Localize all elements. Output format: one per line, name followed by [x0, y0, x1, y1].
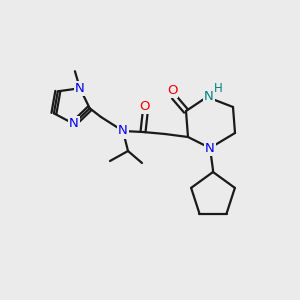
Text: O: O [140, 100, 150, 112]
Text: N: N [204, 89, 214, 103]
Text: O: O [167, 83, 177, 97]
Text: H: H [214, 82, 222, 95]
Text: N: N [205, 142, 215, 154]
Text: N: N [75, 82, 85, 95]
Text: N: N [69, 117, 79, 130]
Text: N: N [118, 124, 128, 137]
